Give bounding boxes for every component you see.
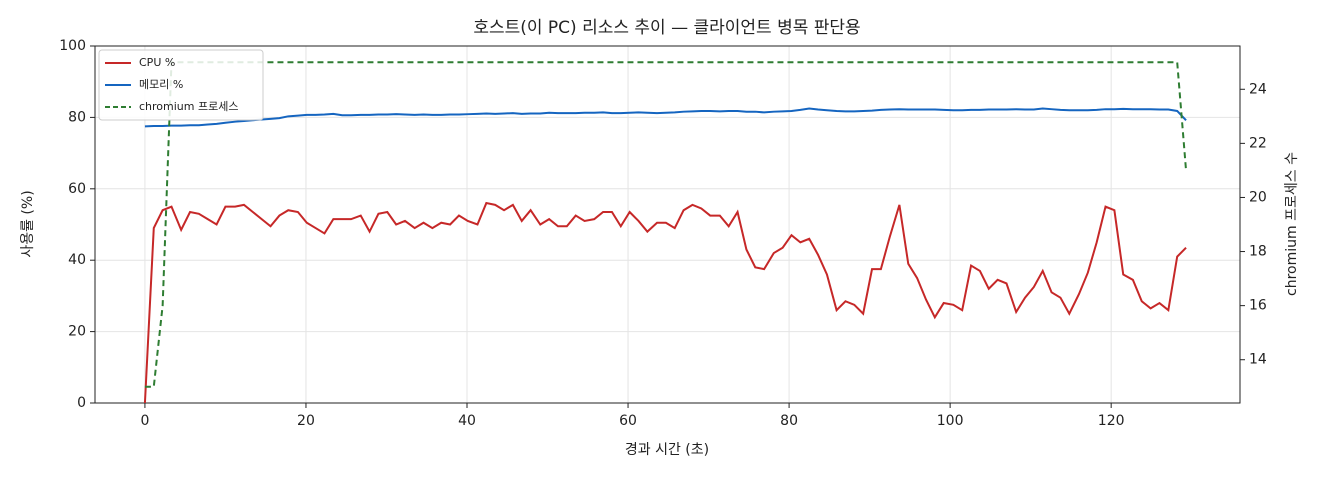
x-tick-label: 120 xyxy=(1098,413,1125,429)
legend-label: chromium 프로세스 xyxy=(139,100,238,113)
y2-tick-label: 18 xyxy=(1249,244,1267,260)
x-tick-label: 20 xyxy=(297,413,315,429)
y-axis-label: 사용률 (%) xyxy=(20,190,36,257)
chart-title: 호스트(이 PC) 리소스 추이 — 클라이언트 병목 판단용 xyxy=(473,18,860,38)
y2-tick-label: 22 xyxy=(1249,135,1267,151)
legend-box xyxy=(98,49,264,121)
y-tick-label: 60 xyxy=(68,181,86,197)
series-line xyxy=(144,61,1188,388)
y-tick-label: 20 xyxy=(68,324,86,340)
plot-frame xyxy=(94,45,1241,404)
y2-tick-label: 16 xyxy=(1249,298,1267,314)
y-tick-label: 0 xyxy=(77,395,86,411)
y-tick-label: 100 xyxy=(59,38,86,54)
x-tick-label: 100 xyxy=(937,413,964,429)
y2-tick-label: 24 xyxy=(1249,81,1267,97)
series-line xyxy=(144,107,1187,128)
y-tick-label: 40 xyxy=(68,252,86,268)
x-tick-label: 60 xyxy=(619,413,637,429)
x-tick-label: 80 xyxy=(780,413,798,429)
legend: CPU % 메모리 % chromium 프로세스 xyxy=(98,49,264,121)
legend-label: 메모리 % xyxy=(139,78,183,91)
legend-label: CPU % xyxy=(139,56,175,69)
x-tick-label: 40 xyxy=(458,413,476,429)
x-axis-label: 경과 시간 (초) xyxy=(625,442,709,458)
y2-tick-label: 14 xyxy=(1249,352,1267,368)
series-line xyxy=(143,201,1187,404)
x-tick-label: 0 xyxy=(140,413,149,429)
y-tick-label: 80 xyxy=(68,109,86,125)
y2-axis-label: chromium 프로세스 수 xyxy=(1284,152,1300,296)
y2-tick-label: 20 xyxy=(1249,189,1267,205)
